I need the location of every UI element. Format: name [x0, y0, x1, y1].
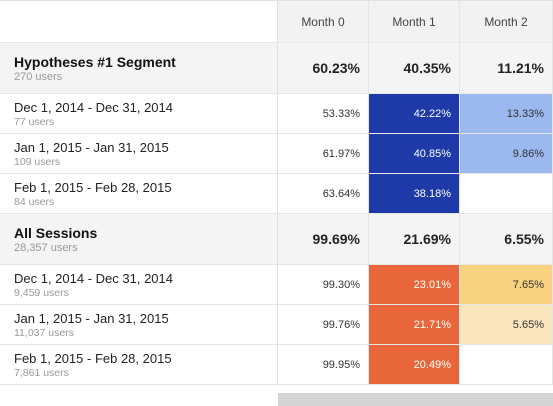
month-0-value: 61.97%: [322, 147, 360, 160]
cohort-label: Feb 1, 2015 - Feb 28, 2015 7,861 users: [0, 345, 278, 384]
month-1-cell[interactable]: 40.85%: [369, 134, 460, 173]
segment-month-2-value: 6.55%: [504, 231, 544, 247]
month-0-cell: 99.30%: [278, 265, 369, 304]
month-1-cell[interactable]: 23.01%: [369, 265, 460, 304]
month-0-value: 99.76%: [322, 318, 360, 331]
segment-month-2-value: 11.21%: [497, 60, 544, 76]
month-0-value: 99.95%: [322, 358, 360, 371]
cohort-date-range: Dec 1, 2014 - Dec 31, 2014: [14, 99, 173, 115]
month-2-value: 13.33%: [506, 107, 544, 120]
segment-month-2-cell: 11.21%: [460, 43, 553, 93]
segment-row-hypotheses[interactable]: Hypotheses #1 Segment 270 users 60.23% 4…: [0, 43, 553, 94]
cohort-row[interactable]: Feb 1, 2015 - Feb 28, 2015 84 users 63.6…: [0, 174, 553, 214]
segment-label: All Sessions 28,357 users: [0, 214, 278, 264]
segment-name: All Sessions: [14, 224, 98, 241]
segment-month-0-value: 60.23%: [312, 60, 360, 76]
cohort-row[interactable]: Dec 1, 2014 - Dec 31, 2014 77 users 53.3…: [0, 94, 553, 134]
cohort-label: Jan 1, 2015 - Jan 31, 2015 11,037 users: [0, 305, 278, 344]
month-0-value: 63.64%: [322, 187, 360, 200]
cohort-row[interactable]: Jan 1, 2015 - Jan 31, 2015 109 users 61.…: [0, 134, 553, 174]
month-0-cell: 63.64%: [278, 174, 369, 213]
cohort-date-range: Feb 1, 2015 - Feb 28, 2015: [14, 350, 172, 366]
segment-month-0-cell: 99.69%: [278, 214, 369, 264]
month-1-value: 38.18%: [413, 187, 451, 200]
month-0-cell: 99.95%: [278, 345, 369, 384]
column-header-month-1[interactable]: Month 1: [369, 1, 460, 42]
cohort-date-range: Feb 1, 2015 - Feb 28, 2015: [14, 179, 172, 195]
cohort-date-range: Jan 1, 2015 - Jan 31, 2015: [14, 310, 169, 326]
month-2-cell[interactable]: 9.86%: [460, 134, 553, 173]
month-1-cell[interactable]: 21.71%: [369, 305, 460, 344]
segment-row-all-sessions[interactable]: All Sessions 28,357 users 99.69% 21.69% …: [0, 214, 553, 265]
month-2-cell: [460, 345, 553, 384]
segment-month-1-value: 40.35%: [403, 60, 451, 76]
cohort-users: 7,861 users: [14, 366, 69, 379]
segment-month-1-cell: 40.35%: [369, 43, 460, 93]
horizontal-scrollbar[interactable]: [278, 393, 553, 406]
cohort-row[interactable]: Feb 1, 2015 - Feb 28, 2015 7,861 users 9…: [0, 345, 553, 385]
month-0-value: 53.33%: [322, 107, 360, 120]
month-2-value: 5.65%: [512, 318, 544, 331]
month-0-cell: 61.97%: [278, 134, 369, 173]
month-1-value: 21.71%: [413, 318, 451, 331]
cohort-users: 11,037 users: [14, 326, 74, 339]
table-header: Month 0 Month 1 Month 2: [0, 0, 553, 43]
month-0-cell: 99.76%: [278, 305, 369, 344]
segment-month-2-cell: 6.55%: [460, 214, 553, 264]
segment-name: Hypotheses #1 Segment: [14, 53, 176, 70]
cohort-users: 84 users: [14, 195, 55, 208]
segment-label: Hypotheses #1 Segment 270 users: [0, 43, 278, 93]
cohort-label: Dec 1, 2014 - Dec 31, 2014 77 users: [0, 94, 278, 133]
month-2-cell: [460, 174, 553, 213]
column-header-month-2[interactable]: Month 2: [460, 1, 553, 42]
cohort-users: 9,459 users: [14, 286, 69, 299]
month-1-value: 42.22%: [413, 107, 451, 120]
segment-users: 270 users: [14, 70, 63, 83]
month-1-value: 40.85%: [413, 147, 451, 160]
segment-month-1-cell: 21.69%: [369, 214, 460, 264]
month-2-cell[interactable]: 5.65%: [460, 305, 553, 344]
cohort-date-range: Jan 1, 2015 - Jan 31, 2015: [14, 139, 169, 155]
month-2-value: 9.86%: [512, 147, 544, 160]
month-2-cell[interactable]: 7.65%: [460, 265, 553, 304]
segment-month-0-value: 99.69%: [312, 231, 360, 247]
cohort-date-range: Dec 1, 2014 - Dec 31, 2014: [14, 270, 173, 286]
cohort-label: Feb 1, 2015 - Feb 28, 2015 84 users: [0, 174, 278, 213]
cohort-label: Jan 1, 2015 - Jan 31, 2015 109 users: [0, 134, 278, 173]
month-2-value: 7.65%: [512, 278, 544, 291]
month-1-value: 23.01%: [413, 278, 451, 291]
segment-month-0-cell: 60.23%: [278, 43, 369, 93]
segment-users: 28,357 users: [14, 241, 78, 254]
month-1-cell[interactable]: 42.22%: [369, 94, 460, 133]
cohort-row[interactable]: Jan 1, 2015 - Jan 31, 2015 11,037 users …: [0, 305, 553, 345]
cohort-users: 77 users: [14, 115, 55, 128]
month-0-value: 99.30%: [322, 278, 360, 291]
month-2-cell[interactable]: 13.33%: [460, 94, 553, 133]
header-label-spacer: [0, 1, 278, 42]
column-header-month-0[interactable]: Month 0: [278, 1, 369, 42]
cohort-table: Month 0 Month 1 Month 2 Hypotheses #1 Se…: [0, 0, 553, 385]
cohort-label: Dec 1, 2014 - Dec 31, 2014 9,459 users: [0, 265, 278, 304]
cohort-row[interactable]: Dec 1, 2014 - Dec 31, 2014 9,459 users 9…: [0, 265, 553, 305]
month-0-cell: 53.33%: [278, 94, 369, 133]
month-1-cell[interactable]: 20.49%: [369, 345, 460, 384]
segment-month-1-value: 21.69%: [403, 231, 451, 247]
cohort-users: 109 users: [14, 155, 61, 168]
month-1-cell[interactable]: 38.18%: [369, 174, 460, 213]
month-1-value: 20.49%: [413, 358, 451, 371]
